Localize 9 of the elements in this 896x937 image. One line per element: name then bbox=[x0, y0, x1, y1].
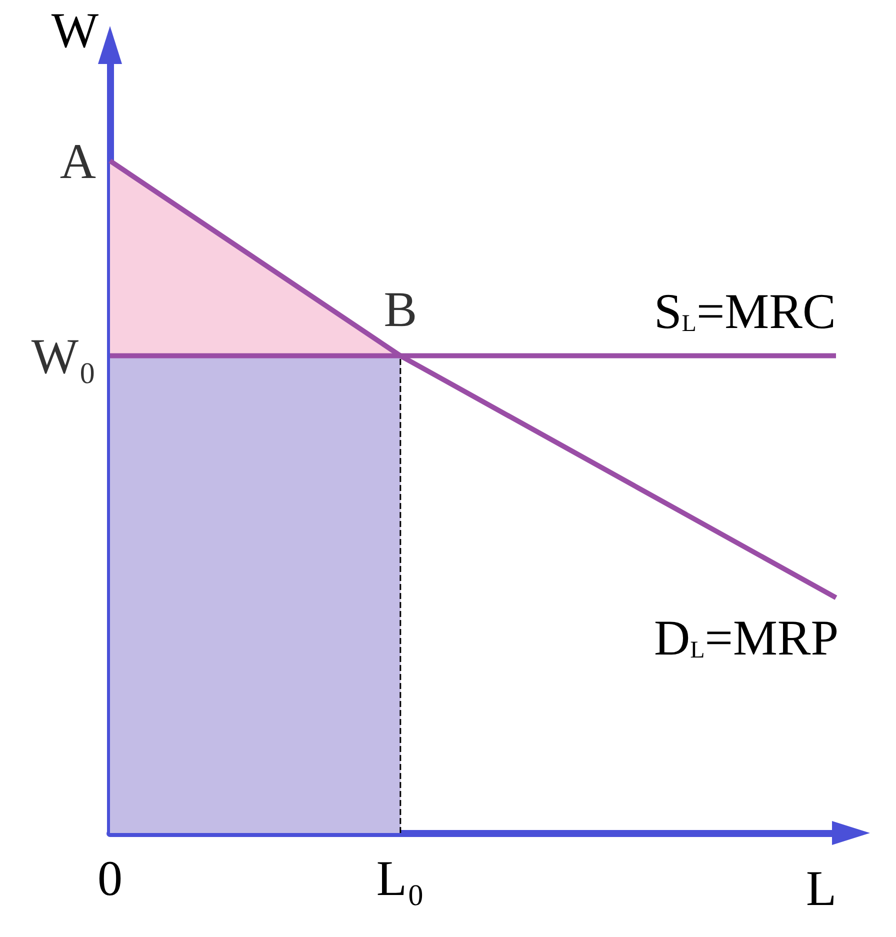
annotation: A bbox=[60, 132, 96, 189]
series-label: SL=MRC bbox=[654, 282, 836, 339]
series-label: DL=MRP bbox=[654, 610, 839, 666]
annotation: W₀ bbox=[31, 328, 96, 384]
x-tick-label: 0 bbox=[98, 850, 122, 906]
y-axis-title: W bbox=[51, 2, 100, 58]
x-axis-title: L bbox=[806, 860, 837, 916]
annotation: B bbox=[384, 280, 418, 337]
x-tick-label: L₀ bbox=[376, 850, 424, 906]
